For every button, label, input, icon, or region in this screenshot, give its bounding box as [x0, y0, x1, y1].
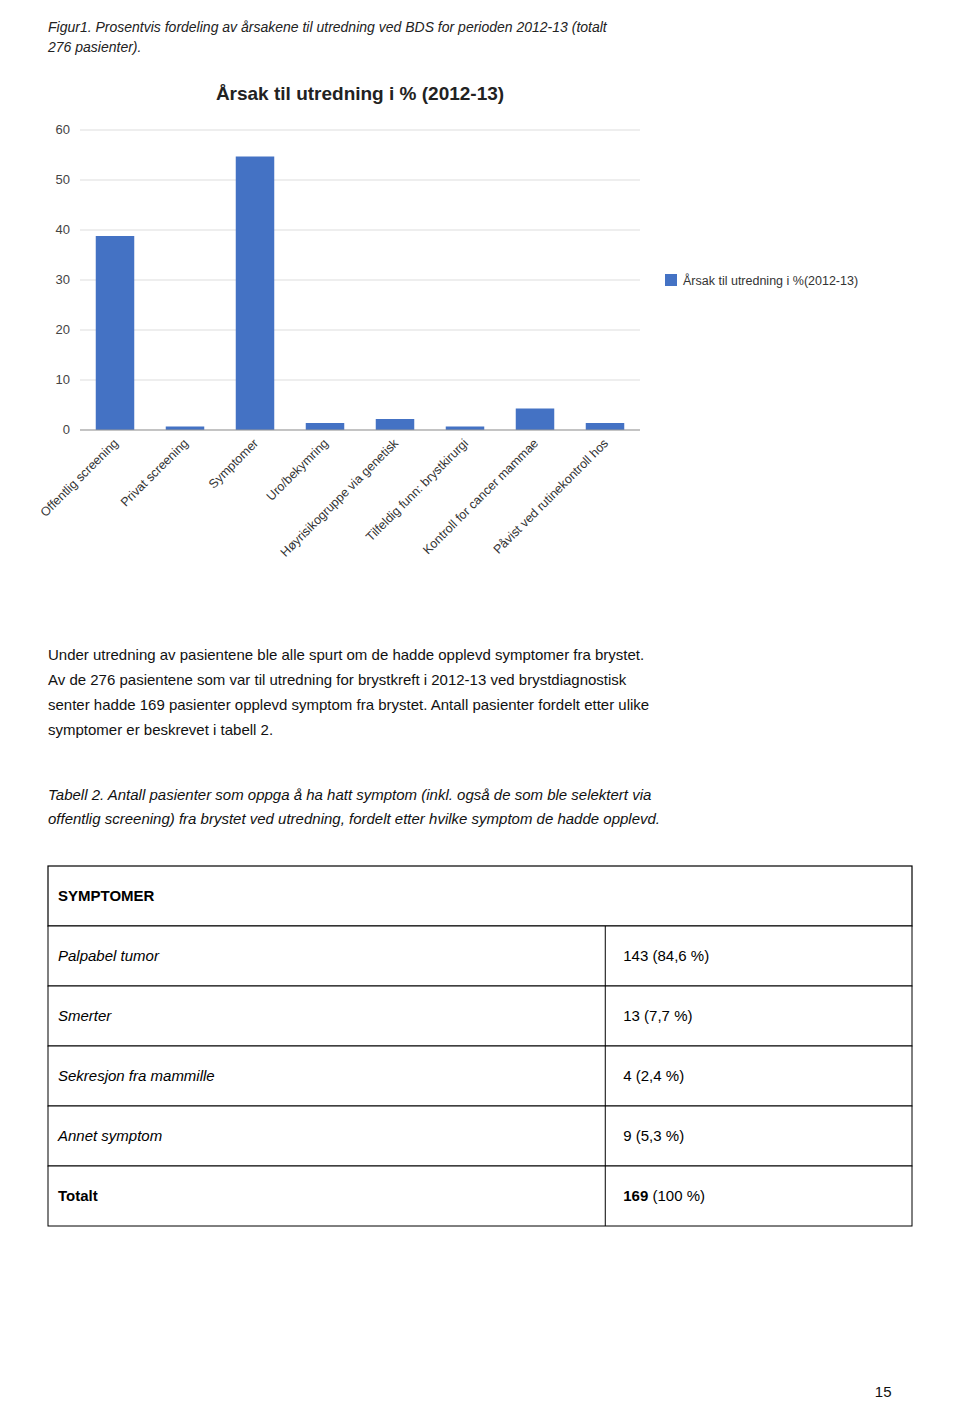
- table-divider: [605, 1046, 606, 1106]
- bar: [586, 423, 625, 430]
- paragraph-line: Av de 276 pasientene som var til utredni…: [48, 671, 627, 688]
- x-tick-label: Høyrisikogruppe via genetisk: [278, 436, 402, 560]
- grid-line: [80, 380, 640, 381]
- table-cell-label: Palpabel tumor: [58, 947, 160, 964]
- bar: [96, 236, 135, 430]
- grid-line: [80, 130, 640, 131]
- paragraph-line: Under utredning av pasientene ble alle s…: [48, 646, 644, 663]
- table-caption: Tabell 2. Antall pasienter som oppga å h…: [48, 786, 651, 803]
- bar: [236, 157, 275, 431]
- x-tick-label: Symptomer: [206, 436, 261, 491]
- y-tick-label: 50: [56, 172, 70, 187]
- table-divider: [605, 1106, 606, 1166]
- table-cell-label: Sekresjon fra mammille: [58, 1067, 215, 1084]
- table-cell-total: 169: [623, 1187, 648, 1204]
- paragraph-line: symptomer er beskrevet i tabell 2.: [48, 721, 273, 738]
- table: SYMPTOMER Palpabel tumor 143 (84,6 %) Smert…: [48, 866, 912, 1226]
- table-divider: [605, 926, 606, 986]
- table-header: SYMPTOMER: [58, 887, 155, 904]
- table-cell-share: (100 %): [648, 1187, 705, 1204]
- paragraph-line: senter hadde 169 pasienter opplevd sympt…: [48, 696, 649, 713]
- table-row: [48, 986, 912, 1046]
- table-caption: offentlig screening) fra brystet ved utr…: [48, 810, 660, 827]
- y-grid: 0 10 20 30 40 50 60: [56, 122, 640, 437]
- x-axis-line: [80, 430, 640, 431]
- table-cell-label: Totalt: [58, 1187, 98, 1204]
- bar: [166, 427, 205, 431]
- x-tick-label: Privat screening: [118, 436, 191, 509]
- table-cell-value: 4 (2,4 %): [623, 1067, 684, 1084]
- table-cell-value: 169 (100 %): [623, 1187, 705, 1204]
- table-header-cell: [48, 866, 912, 926]
- table-cell-label: Annet symptom: [57, 1127, 162, 1144]
- grid-line: [80, 180, 640, 181]
- legend-swatch: [665, 274, 677, 286]
- y-tick-label: 0: [63, 422, 70, 437]
- grid-line: [80, 330, 640, 331]
- y-tick-label: 30: [56, 272, 70, 287]
- figure-title: 276 pasienter).: [47, 39, 141, 55]
- table-divider: [605, 986, 606, 1046]
- x-tick-label: Offentlig screening: [38, 436, 121, 519]
- figure-title: Figur1. Prosentvis fordeling av årsakene…: [48, 19, 608, 35]
- y-tick-label: 20: [56, 322, 70, 337]
- y-tick-label: 10: [56, 372, 70, 387]
- x-tick-label: Påvist ved rutinekontroll hos: [491, 436, 611, 556]
- y-tick-label: 60: [56, 122, 70, 137]
- table-row: [48, 1106, 912, 1166]
- table-row: [48, 1166, 912, 1226]
- table-cell-value: 143 (84,6 %): [623, 947, 709, 964]
- chart-title: Årsak til utredning i % (2012-13): [216, 83, 504, 104]
- bar: [306, 423, 345, 430]
- bar: [376, 419, 415, 430]
- page-number: 15: [875, 1383, 892, 1400]
- table-row: [48, 1046, 912, 1106]
- page: Figur1. Prosentvis fordeling av årsakene…: [0, 0, 960, 1419]
- bars: [96, 157, 625, 431]
- table-row: [48, 926, 912, 986]
- bar-chart: Årsak til utredning i % (2012-13) 0 10 20 30…: [38, 83, 858, 560]
- table-cell-value: 13 (7,7 %): [623, 1007, 692, 1024]
- x-tick-label: Kontroll for cancer mammae: [420, 436, 541, 557]
- bar: [446, 427, 485, 431]
- table-divider: [605, 1166, 606, 1226]
- bar: [516, 409, 555, 431]
- table-cell-label: Smerter: [58, 1007, 112, 1024]
- legend: Årsak til utredning i %(2012-13): [665, 273, 858, 288]
- table-cell-value: 9 (5,3 %): [623, 1127, 684, 1144]
- grid-line: [80, 230, 640, 231]
- legend-label: Årsak til utredning i %(2012-13): [683, 273, 858, 288]
- grid-line: [80, 280, 640, 281]
- grid-line: [80, 430, 640, 431]
- x-tick-label: Uro/bekymring: [264, 436, 331, 503]
- y-tick-label: 40: [56, 222, 70, 237]
